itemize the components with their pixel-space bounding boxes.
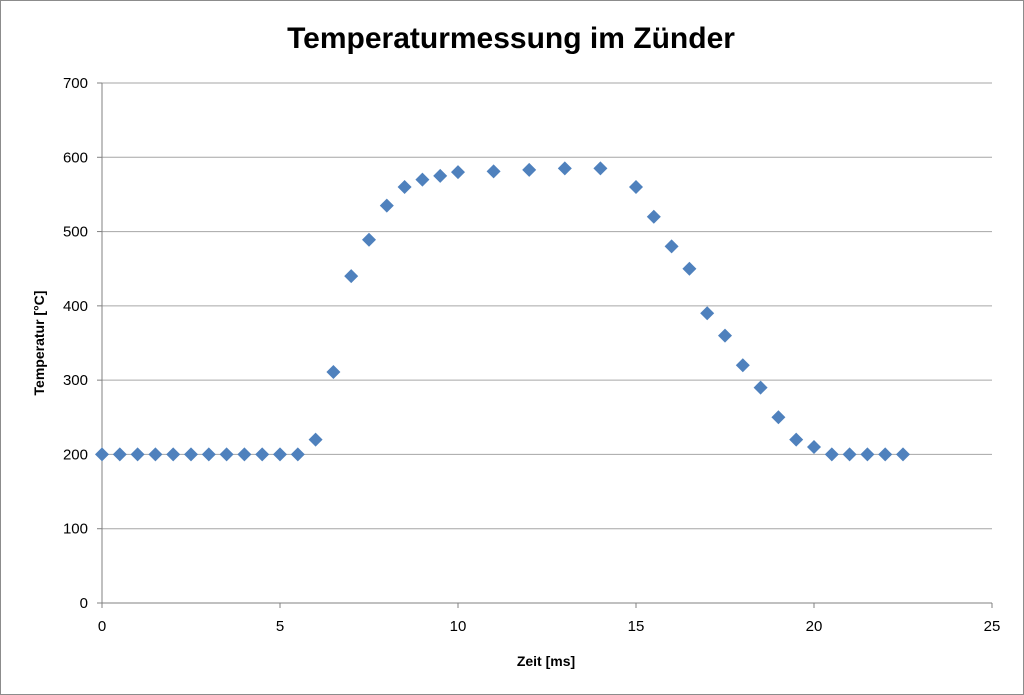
data-point — [629, 180, 643, 194]
data-point — [878, 447, 893, 462]
data-point — [237, 447, 252, 462]
y-axis-label: Temperatur [°C] — [31, 291, 47, 396]
y-tick-labels: 0 100 200 300 400 500 600 700 — [63, 75, 88, 612]
data-point — [166, 447, 181, 462]
data-point — [896, 447, 910, 462]
data-point — [184, 447, 198, 462]
data-point — [682, 261, 697, 276]
data-point — [771, 410, 786, 425]
data-point — [344, 269, 359, 284]
x-tick-label: 20 — [806, 618, 823, 635]
axes — [97, 82, 993, 608]
y-tick-label: 500 — [63, 224, 88, 241]
data-point — [522, 162, 537, 177]
data-point — [95, 447, 109, 462]
data-point — [273, 447, 287, 462]
grid-lines — [102, 82, 992, 530]
data-point — [255, 447, 270, 462]
data-point — [148, 447, 163, 462]
data-point — [824, 447, 839, 462]
data-point — [308, 432, 323, 447]
data-point — [362, 232, 376, 247]
data-point — [451, 165, 465, 180]
x-tick-labels: 0 5 10 15 20 25 — [98, 618, 1001, 635]
y-tick-label: 200 — [63, 446, 88, 463]
data-point — [112, 447, 127, 462]
data-point — [557, 161, 572, 176]
y-tick-label: 600 — [63, 149, 88, 166]
x-tick-label: 5 — [276, 618, 284, 635]
data-point — [433, 168, 448, 183]
x-axis-label: Zeit [ms] — [517, 653, 575, 669]
data-point — [789, 432, 804, 447]
data-point — [842, 447, 857, 462]
y-tick-label: 400 — [63, 298, 88, 315]
data-point — [415, 172, 430, 187]
y-tick-label: 300 — [63, 372, 88, 389]
data-point — [735, 358, 750, 373]
x-tick-label: 10 — [450, 618, 467, 635]
data-point — [290, 447, 305, 462]
data-point — [807, 440, 821, 454]
data-point — [700, 306, 715, 321]
data-points — [95, 161, 910, 462]
data-point — [397, 180, 412, 194]
chart-title: Temperaturmessung im Zünder — [287, 22, 735, 55]
data-point — [664, 239, 679, 254]
data-point — [130, 447, 145, 462]
x-tick-label: 0 — [98, 618, 106, 635]
data-point — [718, 328, 732, 343]
data-point — [593, 161, 608, 176]
data-point — [326, 364, 341, 379]
data-point — [860, 447, 875, 462]
data-point — [753, 380, 768, 395]
data-point — [486, 164, 501, 179]
data-point — [219, 447, 234, 462]
x-tick-label: 15 — [628, 618, 645, 635]
data-point — [379, 198, 394, 213]
y-tick-label: 700 — [63, 75, 88, 92]
x-tick-label: 25 — [984, 618, 1001, 635]
y-tick-label: 0 — [80, 595, 88, 612]
data-point — [201, 447, 216, 462]
y-tick-label: 100 — [63, 521, 88, 538]
data-point — [646, 209, 661, 224]
